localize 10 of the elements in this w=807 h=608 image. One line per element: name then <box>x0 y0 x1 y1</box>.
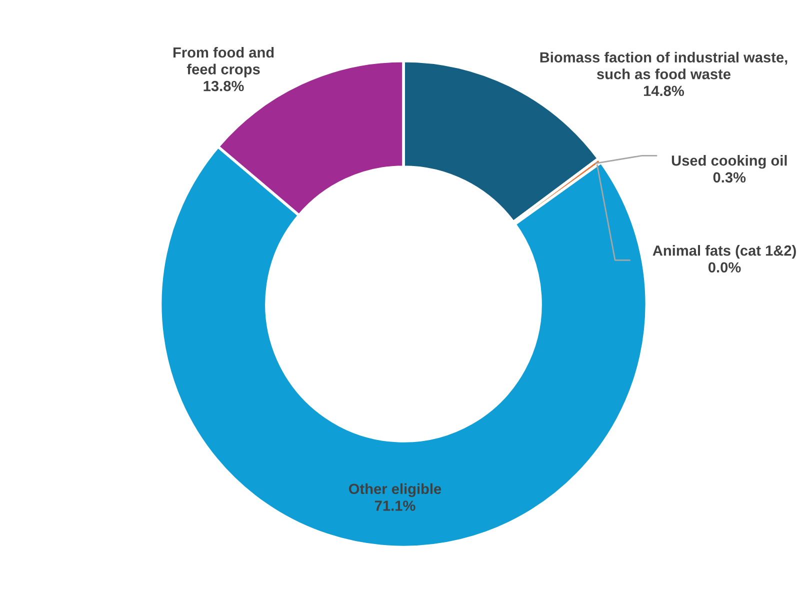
slice-label: Used cooking oil <box>672 155 787 169</box>
category-label: Animal fats (cat 1&2) <box>652 245 796 259</box>
data-label: 0.3% <box>713 172 746 183</box>
slice-label: From food and feed crops <box>173 46 274 78</box>
data-label: 13.8% <box>204 80 244 92</box>
text: 0.0% <box>708 262 741 273</box>
data-label: 71.1% <box>374 500 416 511</box>
data-label: 14.8% <box>644 86 684 96</box>
slice-label: Biomass faction of industrial waste, such as food waste <box>540 52 788 80</box>
slice-label: Other eligible <box>348 483 442 498</box>
